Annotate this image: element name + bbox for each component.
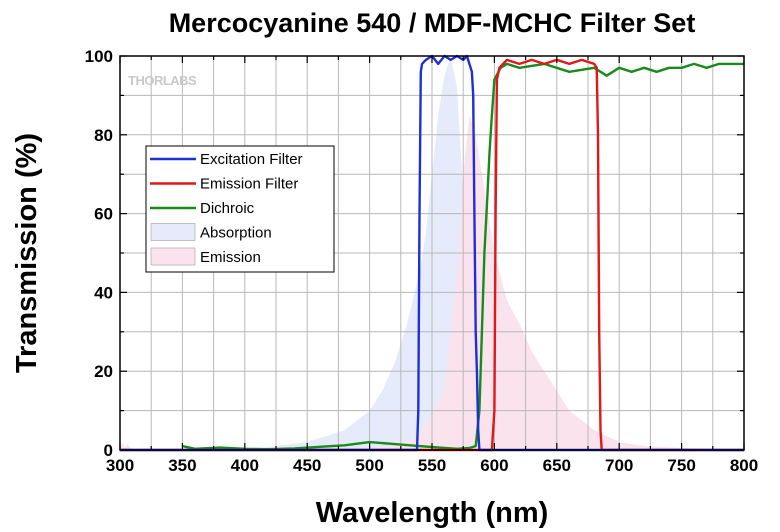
y-tick-label: 100 — [85, 47, 113, 66]
watermark-logo: THORLABS — [128, 73, 197, 88]
line-excitation-filter — [120, 54, 744, 452]
x-tick-label: 350 — [168, 456, 196, 475]
y-tick-label: 40 — [94, 283, 113, 302]
legend-label-emission: Emission — [200, 249, 261, 266]
x-tick-label: 400 — [231, 456, 259, 475]
y-tick-label: 80 — [94, 126, 113, 145]
x-tick-label: 750 — [667, 456, 695, 475]
legend: Excitation Filter Emission Filter Dichroic… — [145, 145, 335, 273]
x-tick-label: 600 — [480, 456, 508, 475]
x-tick-label: 800 — [730, 456, 758, 475]
legend-label-absorption: Absorption — [200, 225, 272, 242]
y-tick-label: 20 — [94, 362, 113, 381]
x-tick-labels: 300 350 400 450 500 550 600 650 700 750 800 — [106, 456, 758, 475]
legend-swatch-emission — [150, 247, 196, 266]
x-tick-label: 700 — [605, 456, 633, 475]
y-tick-label: 60 — [94, 205, 113, 224]
x-tick-label: 500 — [355, 456, 383, 475]
legend-label-excitation-filter: Excitation Filter — [200, 151, 303, 168]
x-tick-label: 300 — [106, 456, 134, 475]
chart-title: Mercocyanine 540 / MDF-MCHC Filter Set — [169, 8, 696, 38]
legend-label-emission-filter: Emission Filter — [200, 176, 298, 193]
y-axis-label: Transmission (%) — [11, 133, 43, 373]
line-series-layer — [120, 54, 744, 452]
x-tick-label: 550 — [418, 456, 446, 475]
x-axis-label: Wavelength (nm) — [316, 497, 549, 529]
line-dichroic — [182, 62, 744, 451]
legend-label-dichroic: Dichroic — [200, 200, 255, 217]
axis-ticks — [119, 55, 745, 451]
x-tick-label: 450 — [293, 456, 321, 475]
x-tick-label: 650 — [543, 456, 571, 475]
y-tick-labels: 0 20 40 60 80 100 — [85, 47, 113, 460]
legend-swatch-absorption — [150, 223, 196, 241]
y-tick-label: 0 — [104, 441, 113, 460]
line-emission-filter — [120, 58, 744, 452]
